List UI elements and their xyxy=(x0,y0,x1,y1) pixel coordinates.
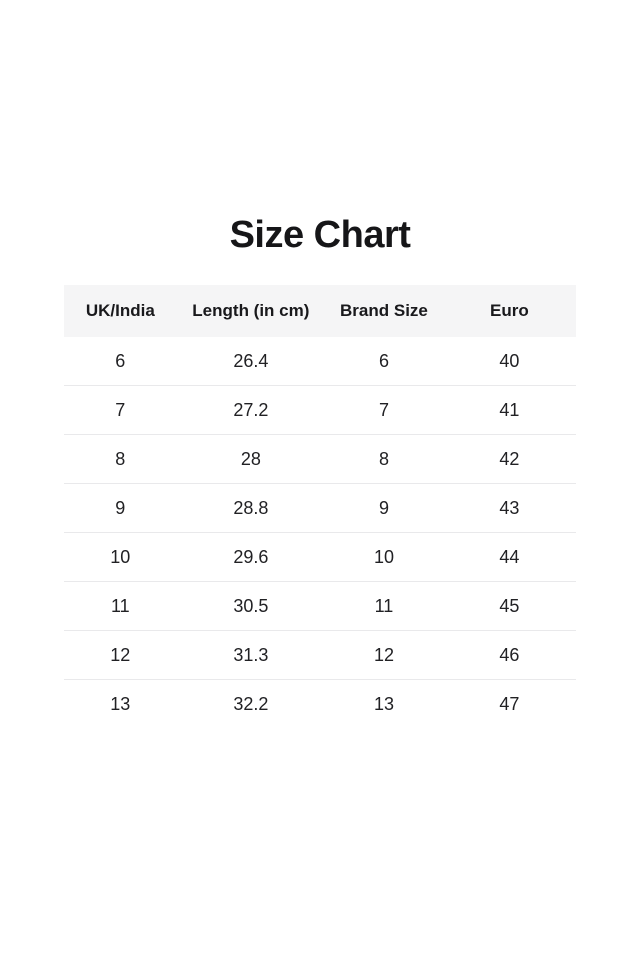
header-row: UK/India Length (in cm) Brand Size Euro xyxy=(64,285,576,337)
table-row: 7 27.2 7 41 xyxy=(64,385,576,435)
table-cell: 43 xyxy=(442,483,576,533)
header-cell-euro: Euro xyxy=(442,285,576,337)
table-cell: 13 xyxy=(325,679,443,728)
table-cell: 12 xyxy=(325,630,443,680)
table-cell: 41 xyxy=(442,385,576,435)
page-title: Size Chart xyxy=(229,214,411,256)
table-cell: 45 xyxy=(442,581,576,631)
table-cell: 40 xyxy=(499,350,520,371)
table-row: 6 26.4 6 40 xyxy=(64,337,576,386)
table-cell: 11 xyxy=(325,581,443,631)
table-cell: 10 xyxy=(325,532,443,582)
header-cell-length: Length (in cm) xyxy=(176,285,326,337)
table-row: 11 30.5 11 45 xyxy=(64,581,576,631)
table-body: 6 26.4 6 40 7 27.2 7 41 8 28 8 42 9 28.8… xyxy=(64,337,576,728)
table-cell: 29.6 xyxy=(176,532,326,582)
table-row: 13 32.2 13 47 xyxy=(64,679,576,728)
table-cell: 12 xyxy=(64,630,177,680)
table-cell: 42 xyxy=(442,434,576,484)
table-row: 10 29.6 10 44 xyxy=(64,532,576,582)
table-cell: 8 xyxy=(64,434,177,484)
table-cell: 13 xyxy=(64,679,177,728)
table-cell: 10 xyxy=(64,532,177,582)
table-row: 9 28.8 9 43 xyxy=(64,483,576,533)
table-cell: 32.2 xyxy=(176,679,326,728)
table-cell: 44 xyxy=(442,532,576,582)
header-cell-brand-size: Brand Size xyxy=(325,285,443,337)
table-cell: 30.5 xyxy=(176,581,326,631)
table-cell: 8 xyxy=(325,434,443,484)
table-cell: 7 xyxy=(64,385,177,435)
table-header: UK/India Length (in cm) Brand Size Euro xyxy=(64,285,576,337)
size-chart-table: UK/India Length (in cm) Brand Size Euro … xyxy=(64,285,576,728)
table-cell: 27.2 xyxy=(176,385,326,435)
table-cell: 6 xyxy=(115,350,126,371)
table-cell: 47 xyxy=(442,679,576,728)
table-row: 8 28 8 42 xyxy=(64,434,576,484)
table-cell: 26.4 xyxy=(233,350,269,371)
table-cell: 7 xyxy=(325,385,443,435)
table-cell: 11 xyxy=(64,581,177,631)
header-cell-uk-india: UK/India xyxy=(64,285,177,337)
table-cell: 9 xyxy=(64,483,177,533)
table-cell: 31.3 xyxy=(176,630,326,680)
table-cell: 46 xyxy=(442,630,576,680)
size-chart-table-container: UK/India Length (in cm) Brand Size Euro … xyxy=(64,285,576,728)
table-cell: 9 xyxy=(325,483,443,533)
table-cell: 28 xyxy=(176,434,326,484)
table-cell: 6 xyxy=(378,350,389,371)
table-cell: 28.8 xyxy=(176,483,326,533)
table-row: 12 31.3 12 46 xyxy=(64,630,576,680)
